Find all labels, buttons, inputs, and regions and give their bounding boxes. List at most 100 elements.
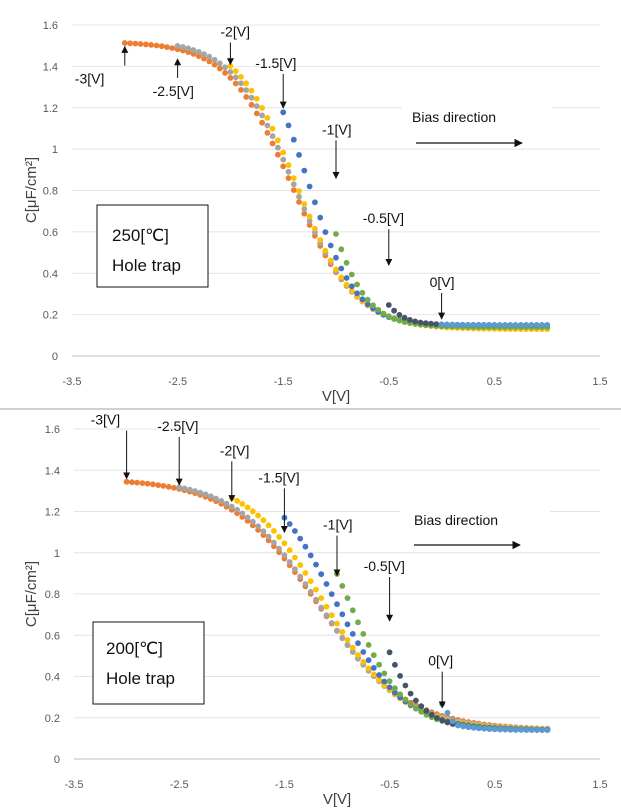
data-point	[280, 149, 287, 156]
data-point	[397, 691, 403, 698]
data-point	[486, 322, 492, 328]
data-point	[297, 535, 304, 542]
data-point	[413, 697, 419, 704]
data-point	[255, 523, 261, 530]
data-point	[365, 642, 372, 648]
data-point	[290, 181, 297, 188]
data-point	[491, 726, 498, 733]
data-point	[470, 322, 477, 328]
data-point	[271, 539, 277, 546]
y-tick-label: 0	[52, 351, 58, 363]
data-point	[339, 629, 346, 635]
data-point	[318, 571, 325, 578]
data-point	[207, 493, 214, 500]
y-tick-label: 0.8	[43, 186, 58, 198]
data-point	[423, 708, 430, 714]
data-point	[354, 290, 360, 297]
data-point	[348, 288, 355, 294]
data-point	[307, 588, 314, 595]
data-point	[455, 722, 461, 729]
data-point	[227, 69, 234, 75]
data-point	[380, 310, 387, 317]
data-point	[253, 103, 260, 110]
data-point	[375, 306, 382, 313]
data-point	[232, 80, 239, 87]
data-point	[165, 483, 172, 490]
x-tick-label: -3.5	[63, 376, 82, 388]
data-point	[333, 231, 339, 237]
data-point	[401, 314, 408, 321]
data-point	[444, 719, 451, 726]
data-point	[318, 604, 325, 611]
data-point	[449, 321, 456, 328]
data-point	[271, 528, 277, 534]
y-tick-label: 0.2	[43, 310, 58, 322]
data-point	[507, 726, 514, 733]
data-point	[306, 218, 313, 224]
temperature-label: 200[℃]	[106, 639, 163, 658]
data-point	[275, 144, 281, 151]
data-point	[385, 313, 392, 320]
data-point	[355, 652, 361, 658]
data-point	[392, 685, 398, 692]
data-point	[265, 533, 272, 540]
data-point	[364, 301, 371, 308]
data-point	[381, 670, 388, 677]
bias-direction-box	[400, 503, 550, 535]
data-point	[197, 489, 204, 496]
data-point	[428, 320, 434, 327]
data-point	[333, 254, 339, 261]
data-point	[349, 607, 356, 614]
y-tick-labels: 0 0.2 0.4 0.6 0.8 1 1.2 1.4 1.6	[43, 20, 58, 363]
annotation-label: -2[V]	[220, 24, 250, 40]
data-point	[285, 122, 292, 129]
x-tick-label: -3.5	[65, 779, 84, 791]
data-point	[201, 55, 207, 62]
data-point	[232, 68, 239, 74]
x-tick-label: -0.5	[379, 376, 398, 388]
data-point	[292, 528, 298, 534]
data-point	[292, 554, 298, 561]
data-point	[139, 480, 146, 486]
series--1[V]	[333, 231, 551, 330]
data-point	[302, 581, 309, 587]
data-point	[134, 479, 141, 486]
data-point	[360, 659, 367, 665]
data-point	[317, 237, 324, 243]
data-point	[459, 321, 466, 328]
data-point	[313, 586, 319, 593]
data-point	[401, 319, 408, 325]
data-point	[523, 727, 530, 733]
data-point	[227, 75, 234, 81]
data-point	[296, 152, 302, 158]
data-point	[269, 140, 276, 147]
data-point	[491, 322, 498, 328]
data-point	[376, 661, 382, 668]
data-point	[301, 167, 308, 174]
data-point	[512, 322, 519, 328]
x-axis-label: V[V]	[323, 791, 351, 808]
data-point	[333, 266, 339, 273]
data-point	[376, 672, 382, 678]
data-point	[253, 95, 260, 102]
data-point	[370, 665, 377, 671]
data-point	[312, 199, 318, 206]
data-point	[195, 49, 202, 55]
x-tick-label: 1.5	[592, 779, 607, 791]
data-point	[239, 501, 246, 507]
data-point	[444, 709, 451, 716]
data-point	[433, 321, 440, 327]
data-point	[365, 665, 372, 672]
y-tick-label: 1	[52, 144, 58, 156]
data-point	[296, 193, 302, 200]
data-point	[248, 94, 255, 101]
data-point	[158, 43, 165, 50]
data-point	[334, 620, 340, 627]
data-point	[402, 682, 409, 689]
data-point	[323, 603, 330, 610]
annotation-label: -1.5[V]	[255, 55, 296, 71]
data-point	[276, 545, 282, 552]
data-point	[328, 591, 335, 597]
data-point	[302, 543, 309, 550]
data-point	[360, 649, 367, 655]
